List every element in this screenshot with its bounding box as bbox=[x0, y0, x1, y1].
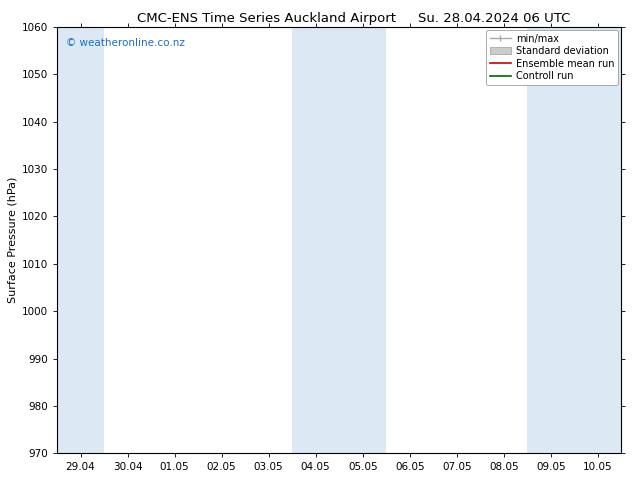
Y-axis label: Surface Pressure (hPa): Surface Pressure (hPa) bbox=[8, 177, 18, 303]
Text: CMC-ENS Time Series Auckland Airport: CMC-ENS Time Series Auckland Airport bbox=[137, 12, 396, 25]
Text: © weatheronline.co.nz: © weatheronline.co.nz bbox=[65, 38, 184, 48]
Bar bbox=[57, 27, 104, 453]
Text: Su. 28.04.2024 06 UTC: Su. 28.04.2024 06 UTC bbox=[418, 12, 571, 25]
Bar bbox=[527, 27, 621, 453]
Bar bbox=[292, 27, 386, 453]
Legend: min/max, Standard deviation, Ensemble mean run, Controll run: min/max, Standard deviation, Ensemble me… bbox=[486, 30, 618, 85]
